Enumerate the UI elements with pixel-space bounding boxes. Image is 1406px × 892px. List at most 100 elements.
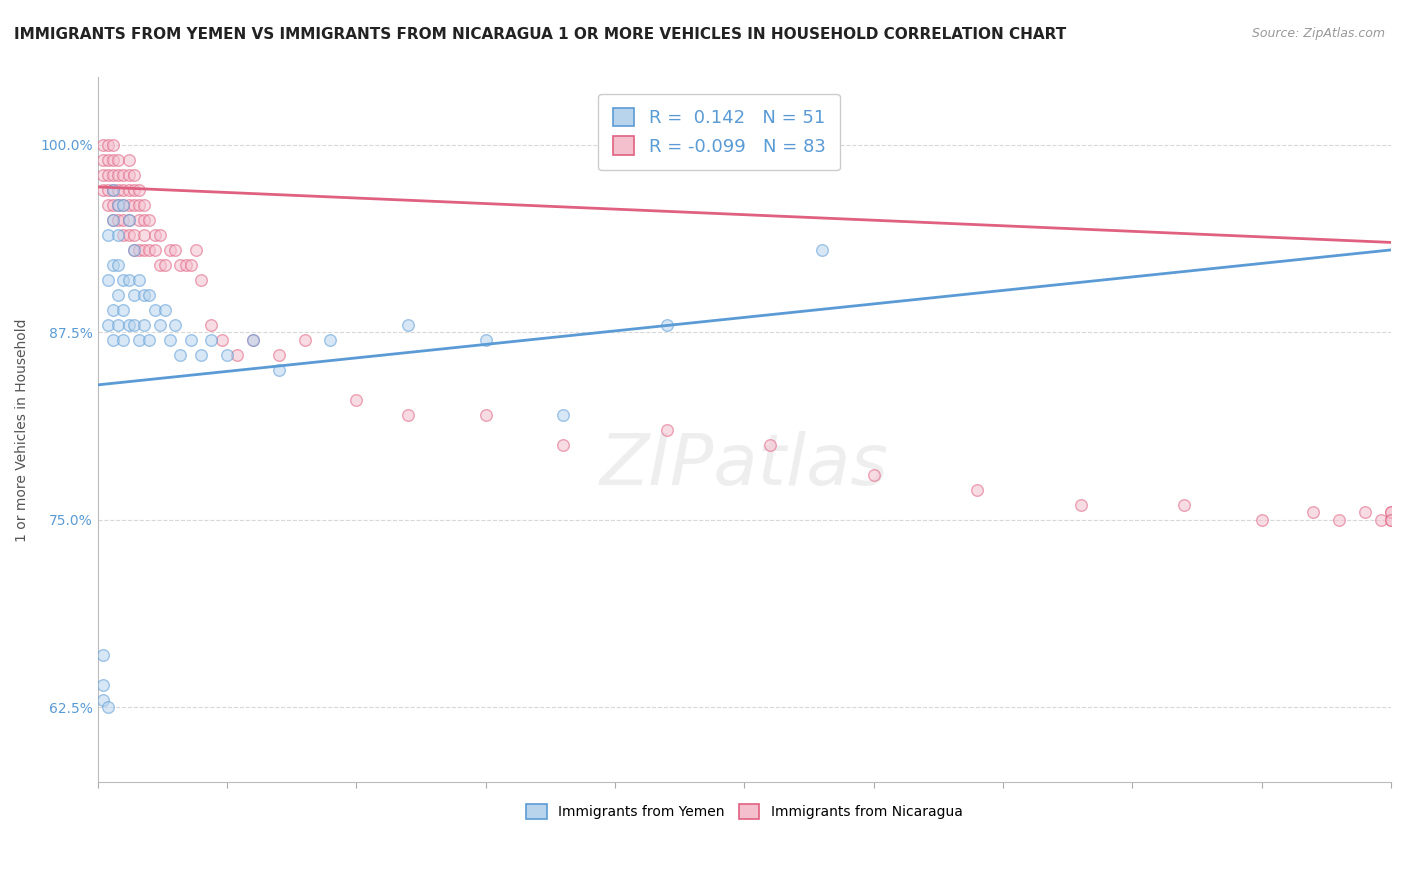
Point — [1354, 505, 1376, 519]
Point — [1379, 505, 1402, 519]
Point — [134, 227, 156, 242]
Point — [112, 183, 135, 197]
Point — [966, 483, 988, 497]
Point — [128, 213, 150, 227]
Point — [134, 318, 156, 332]
Point — [159, 243, 181, 257]
Point — [811, 243, 834, 257]
Point — [1369, 513, 1392, 527]
Point — [101, 153, 124, 167]
Point — [101, 333, 124, 347]
Point — [138, 333, 160, 347]
Point — [211, 333, 233, 347]
Point — [107, 183, 129, 197]
Point — [165, 243, 187, 257]
Point — [128, 243, 150, 257]
Point — [91, 648, 114, 662]
Point — [112, 302, 135, 317]
Point — [112, 168, 135, 182]
Point — [112, 333, 135, 347]
Point — [117, 227, 139, 242]
Point — [149, 227, 172, 242]
Point — [474, 333, 496, 347]
Point — [107, 258, 129, 272]
Point — [128, 273, 150, 287]
Point — [107, 153, 129, 167]
Point — [107, 227, 129, 242]
Point — [112, 198, 135, 212]
Point — [107, 168, 129, 182]
Point — [128, 333, 150, 347]
Point — [122, 288, 145, 302]
Point — [174, 258, 197, 272]
Point — [117, 213, 139, 227]
Point — [97, 153, 120, 167]
Point — [122, 183, 145, 197]
Point — [101, 258, 124, 272]
Point — [190, 273, 212, 287]
Point — [1173, 498, 1195, 512]
Point — [101, 183, 124, 197]
Point — [134, 288, 156, 302]
Point — [165, 318, 187, 332]
Point — [180, 333, 202, 347]
Point — [101, 168, 124, 182]
Point — [107, 198, 129, 212]
Point — [134, 213, 156, 227]
Point — [117, 183, 139, 197]
Point — [122, 227, 145, 242]
Point — [169, 258, 191, 272]
Point — [294, 333, 316, 347]
Point — [97, 183, 120, 197]
Point — [91, 183, 114, 197]
Point — [101, 198, 124, 212]
Point — [112, 213, 135, 227]
Point — [107, 288, 129, 302]
Point — [242, 333, 264, 347]
Point — [134, 198, 156, 212]
Point — [396, 408, 419, 422]
Point — [1302, 505, 1324, 519]
Point — [215, 348, 238, 362]
Point — [122, 318, 145, 332]
Point — [101, 213, 124, 227]
Text: ZIPatlas: ZIPatlas — [600, 431, 889, 500]
Point — [97, 700, 120, 714]
Point — [117, 198, 139, 212]
Point — [143, 243, 166, 257]
Point — [101, 302, 124, 317]
Point — [101, 213, 124, 227]
Point — [112, 273, 135, 287]
Point — [97, 318, 120, 332]
Point — [97, 168, 120, 182]
Point — [122, 243, 145, 257]
Point — [107, 198, 129, 212]
Point — [134, 243, 156, 257]
Point — [200, 333, 222, 347]
Point — [344, 392, 367, 407]
Point — [149, 258, 172, 272]
Point — [143, 227, 166, 242]
Point — [159, 333, 181, 347]
Point — [101, 137, 124, 152]
Point — [128, 198, 150, 212]
Point — [143, 302, 166, 317]
Point — [138, 288, 160, 302]
Point — [1250, 513, 1272, 527]
Point — [1379, 505, 1402, 519]
Point — [553, 408, 575, 422]
Point — [190, 348, 212, 362]
Point — [655, 423, 678, 437]
Point — [153, 258, 176, 272]
Point — [226, 348, 249, 362]
Point — [862, 467, 884, 482]
Point — [112, 227, 135, 242]
Point — [122, 243, 145, 257]
Point — [184, 243, 207, 257]
Point — [200, 318, 222, 332]
Text: IMMIGRANTS FROM YEMEN VS IMMIGRANTS FROM NICARAGUA 1 OR MORE VEHICLES IN HOUSEHO: IMMIGRANTS FROM YEMEN VS IMMIGRANTS FROM… — [14, 27, 1066, 42]
Point — [112, 198, 135, 212]
Point — [1379, 513, 1402, 527]
Point — [91, 168, 114, 182]
Point — [91, 678, 114, 692]
